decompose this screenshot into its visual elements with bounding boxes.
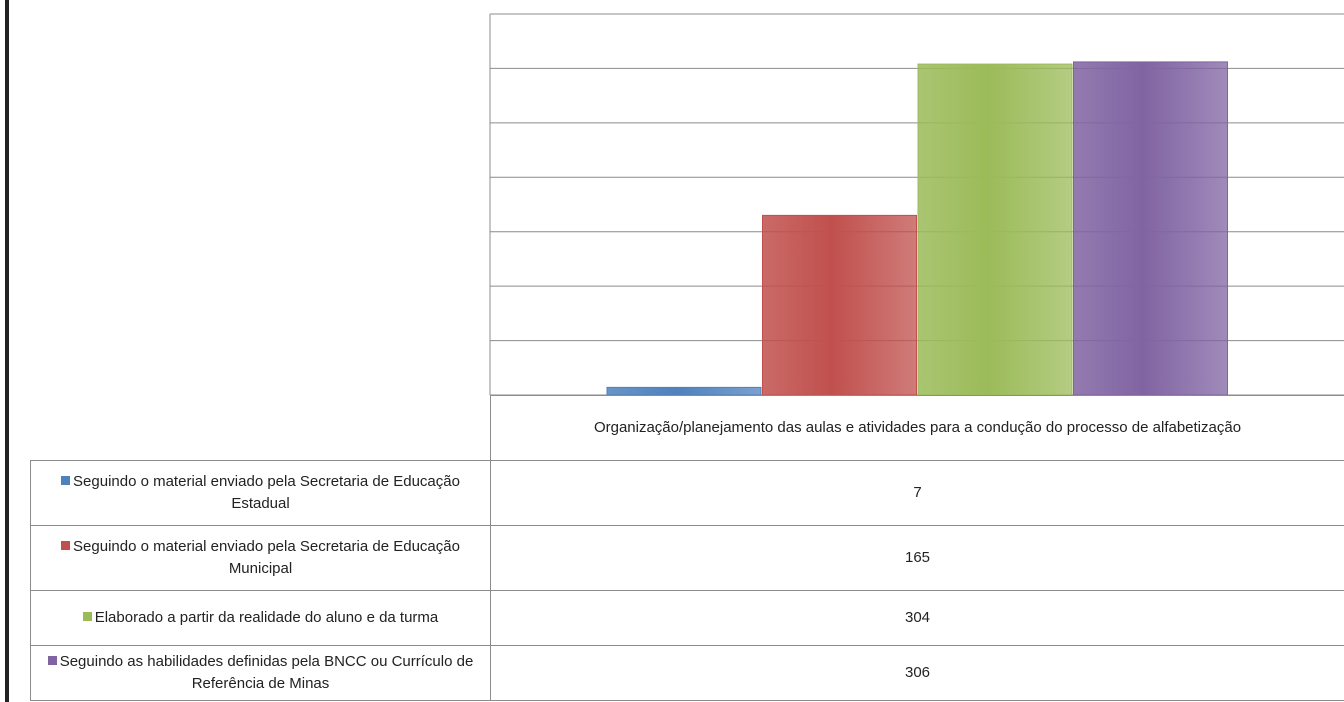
frame-edge: [5, 0, 9, 702]
legend-label: Seguindo o material enviado pela Secreta…: [73, 538, 460, 577]
bar: [606, 386, 762, 396]
legend-swatch: [61, 476, 71, 485]
legend-entry: Seguindo as habilidades definidas pela B…: [30, 645, 491, 701]
legend-label: Seguindo o material enviado pela Secreta…: [73, 473, 460, 512]
value-label: 165: [490, 525, 1344, 591]
bar: [917, 63, 1073, 396]
legend-entry: Elaborado a partir da realidade do aluno…: [30, 590, 491, 646]
legend-text: Seguindo o material enviado pela Secreta…: [35, 471, 486, 515]
legend-swatch: [61, 541, 71, 550]
bar: [1073, 61, 1228, 396]
legend-text: Seguindo o material enviado pela Secreta…: [35, 536, 486, 580]
value-label: 7: [490, 460, 1344, 526]
legend-text: Elaborado a partir da realidade do aluno…: [82, 607, 439, 629]
legend-swatch: [82, 612, 92, 621]
legend-text: Seguindo as habilidades definidas pela B…: [35, 651, 486, 695]
legend-swatch: [47, 656, 57, 665]
value-label: 306: [490, 645, 1344, 701]
legend-label: Elaborado a partir da realidade do aluno…: [94, 609, 439, 626]
bar: [762, 214, 917, 396]
legend-label: Seguindo as habilidades definidas pela B…: [59, 653, 474, 692]
legend-entry: Seguindo o material enviado pela Secreta…: [30, 460, 491, 526]
category-label: Organização/planejamento das aulas e ati…: [490, 395, 1344, 461]
value-label: 304: [490, 590, 1344, 646]
legend-entry: Seguindo o material enviado pela Secreta…: [30, 525, 491, 591]
